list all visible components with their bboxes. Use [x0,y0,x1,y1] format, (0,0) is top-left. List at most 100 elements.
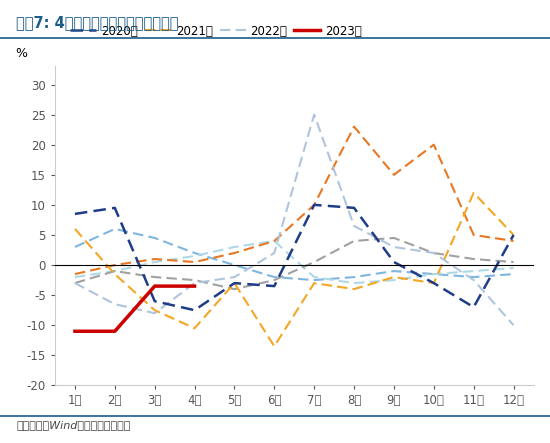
2018年 [510,260,517,265]
2016年 [151,235,158,241]
2020年 [390,260,397,265]
2022年 [151,311,158,316]
2022年 [311,112,317,117]
2016年 [231,262,238,268]
2018年 [431,250,437,256]
2020年 [271,284,278,289]
2016年 [351,274,358,280]
2018年 [72,280,78,286]
2018年 [390,235,397,241]
2018年 [470,256,477,262]
2019年 [390,172,397,178]
2017年 [390,277,397,283]
2021年 [112,272,118,277]
2022年 [470,277,477,283]
2017年 [72,274,78,280]
2016年 [510,272,517,277]
2019年 [470,232,477,237]
2021年 [510,232,517,237]
2021年 [351,287,358,292]
2017年 [351,280,358,286]
2017年 [431,272,437,277]
Legend: 2020年, 2021年, 2022年, 2023年: 2020年, 2021年, 2022年, 2023年 [70,24,362,38]
2023年 [72,329,78,334]
2021年 [191,326,198,331]
2020年 [311,202,317,207]
2022年 [510,323,517,328]
2016年 [112,226,118,232]
2021年 [431,280,437,286]
2022年 [231,274,238,280]
2020年 [72,211,78,217]
2019年 [351,124,358,129]
2022年 [351,223,358,229]
2018年 [112,268,118,274]
2017年 [112,268,118,274]
2022年 [390,245,397,250]
2022年 [431,250,437,256]
2021年 [271,344,278,349]
2018年 [271,277,278,283]
2017年 [510,265,517,271]
2018年 [311,260,317,265]
2021年 [72,226,78,232]
2018年 [231,287,238,292]
2018年 [351,238,358,244]
2017年 [231,245,238,250]
2019年 [431,142,437,148]
2019年 [510,238,517,244]
Text: 图表7: 4月猪肉价格环比降幅有所收窄: 图表7: 4月猪肉价格环比降幅有所收窄 [16,16,179,31]
2016年 [271,274,278,280]
2019年 [191,260,198,265]
2021年 [390,274,397,280]
2021年 [151,307,158,313]
2022年 [271,250,278,256]
Text: 资料来源：Wind，国盛证券研究所: 资料来源：Wind，国盛证券研究所 [16,420,131,430]
2020年 [191,307,198,313]
2021年 [311,280,317,286]
Y-axis label: %: % [15,47,28,60]
2020年 [510,232,517,237]
2017年 [271,238,278,244]
2020年 [112,205,118,210]
2021年 [231,280,238,286]
2022年 [112,302,118,307]
Line: 2017年: 2017年 [75,241,514,283]
Line: 2021年: 2021年 [75,193,514,346]
2016年 [431,272,437,277]
2023年 [191,284,198,289]
2023年 [151,284,158,289]
2020年 [351,205,358,210]
2016年 [311,277,317,283]
2020年 [431,280,437,286]
Line: 2020年: 2020年 [75,205,514,310]
2021年 [470,190,477,195]
2019年 [231,250,238,256]
2019年 [271,238,278,244]
2022年 [191,280,198,286]
2020年 [470,304,477,310]
Line: 2023年: 2023年 [75,286,195,331]
2019年 [311,202,317,207]
2022年 [72,280,78,286]
2016年 [390,268,397,274]
2016年 [72,245,78,250]
2018年 [191,277,198,283]
Line: 2016年: 2016年 [75,229,514,280]
2020年 [231,280,238,286]
2016年 [191,250,198,256]
2017年 [311,274,317,280]
2019年 [72,272,78,277]
2020年 [151,299,158,304]
2019年 [151,256,158,262]
2017年 [151,260,158,265]
Line: 2022年: 2022年 [75,115,514,325]
2017年 [470,268,477,274]
Line: 2018年: 2018年 [75,238,514,289]
2017年 [191,253,198,259]
2016年 [470,274,477,280]
2018年 [151,274,158,280]
Line: 2019年: 2019年 [75,127,514,274]
2019年 [112,262,118,268]
2023年 [112,329,118,334]
